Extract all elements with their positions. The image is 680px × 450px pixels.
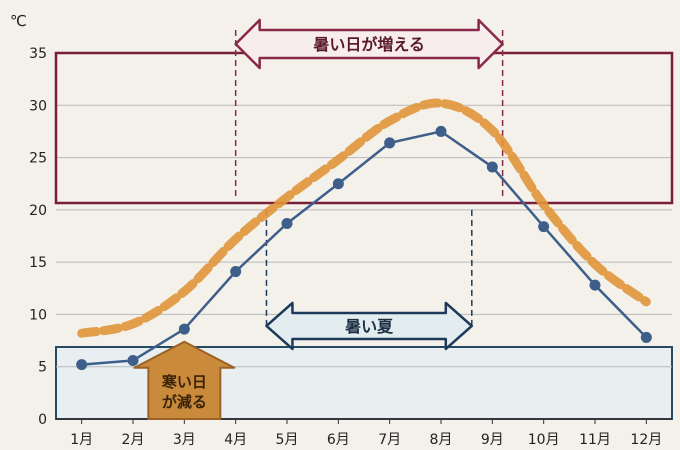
y-unit-label: ℃ xyxy=(10,12,27,30)
x-tick-label: 7月 xyxy=(378,432,401,448)
data-point xyxy=(384,137,396,149)
y-tick-label: 15 xyxy=(29,255,47,271)
cold-days-arrow xyxy=(133,340,236,420)
data-point xyxy=(589,279,601,291)
y-tick-label: 0 xyxy=(38,412,47,428)
data-point xyxy=(178,323,190,335)
cold-days-label-2: が減る xyxy=(162,393,207,411)
x-tick-labels: 1月 2月 3月 4月 5月 6月 7月 8月 9月 10月 11月 12月 xyxy=(70,419,662,448)
hot-summer-label: 暑い夏 xyxy=(344,317,394,336)
y-tick-label: 20 xyxy=(29,203,47,219)
y-tick-label: 10 xyxy=(29,307,47,323)
hot-days-label: 暑い日が増える xyxy=(312,35,425,54)
x-tick-label: 6月 xyxy=(327,432,350,448)
cold-days-label-1: 寒い日 xyxy=(162,373,207,391)
data-point xyxy=(230,266,242,278)
x-tick-label: 11月 xyxy=(579,432,611,448)
x-tick-label: 4月 xyxy=(224,432,247,448)
data-point xyxy=(538,221,550,233)
x-tick-label: 10月 xyxy=(528,432,560,448)
y-tick-labels: 0 5 10 15 20 25 30 35 xyxy=(29,46,47,428)
data-point xyxy=(435,125,447,137)
x-tick-label: 1月 xyxy=(70,432,93,448)
x-tick-label: 8月 xyxy=(430,432,453,448)
y-tick-label: 30 xyxy=(29,98,47,114)
hot-summer-arrow xyxy=(265,301,474,351)
data-point xyxy=(76,359,88,371)
y-tick-label: 35 xyxy=(29,46,47,62)
solid-series-line xyxy=(81,130,648,366)
series-solid xyxy=(76,125,652,371)
x-tick-label: 5月 xyxy=(276,432,299,448)
data-point xyxy=(640,331,652,343)
annotation-guides xyxy=(234,30,504,325)
data-point xyxy=(127,354,139,366)
y-tick-label: 25 xyxy=(29,151,47,167)
y-tick-label: 5 xyxy=(38,360,47,376)
data-point xyxy=(486,161,498,173)
x-tick-label: 9月 xyxy=(481,432,504,448)
x-tick-label: 12月 xyxy=(630,432,662,448)
dashed-series-line xyxy=(77,98,651,338)
series-dashed xyxy=(77,98,651,338)
x-tick-label: 3月 xyxy=(173,432,196,448)
data-point xyxy=(332,178,344,190)
x-tick-label: 2月 xyxy=(122,432,145,448)
hot-days-arrow xyxy=(234,18,504,70)
data-point xyxy=(281,217,293,229)
